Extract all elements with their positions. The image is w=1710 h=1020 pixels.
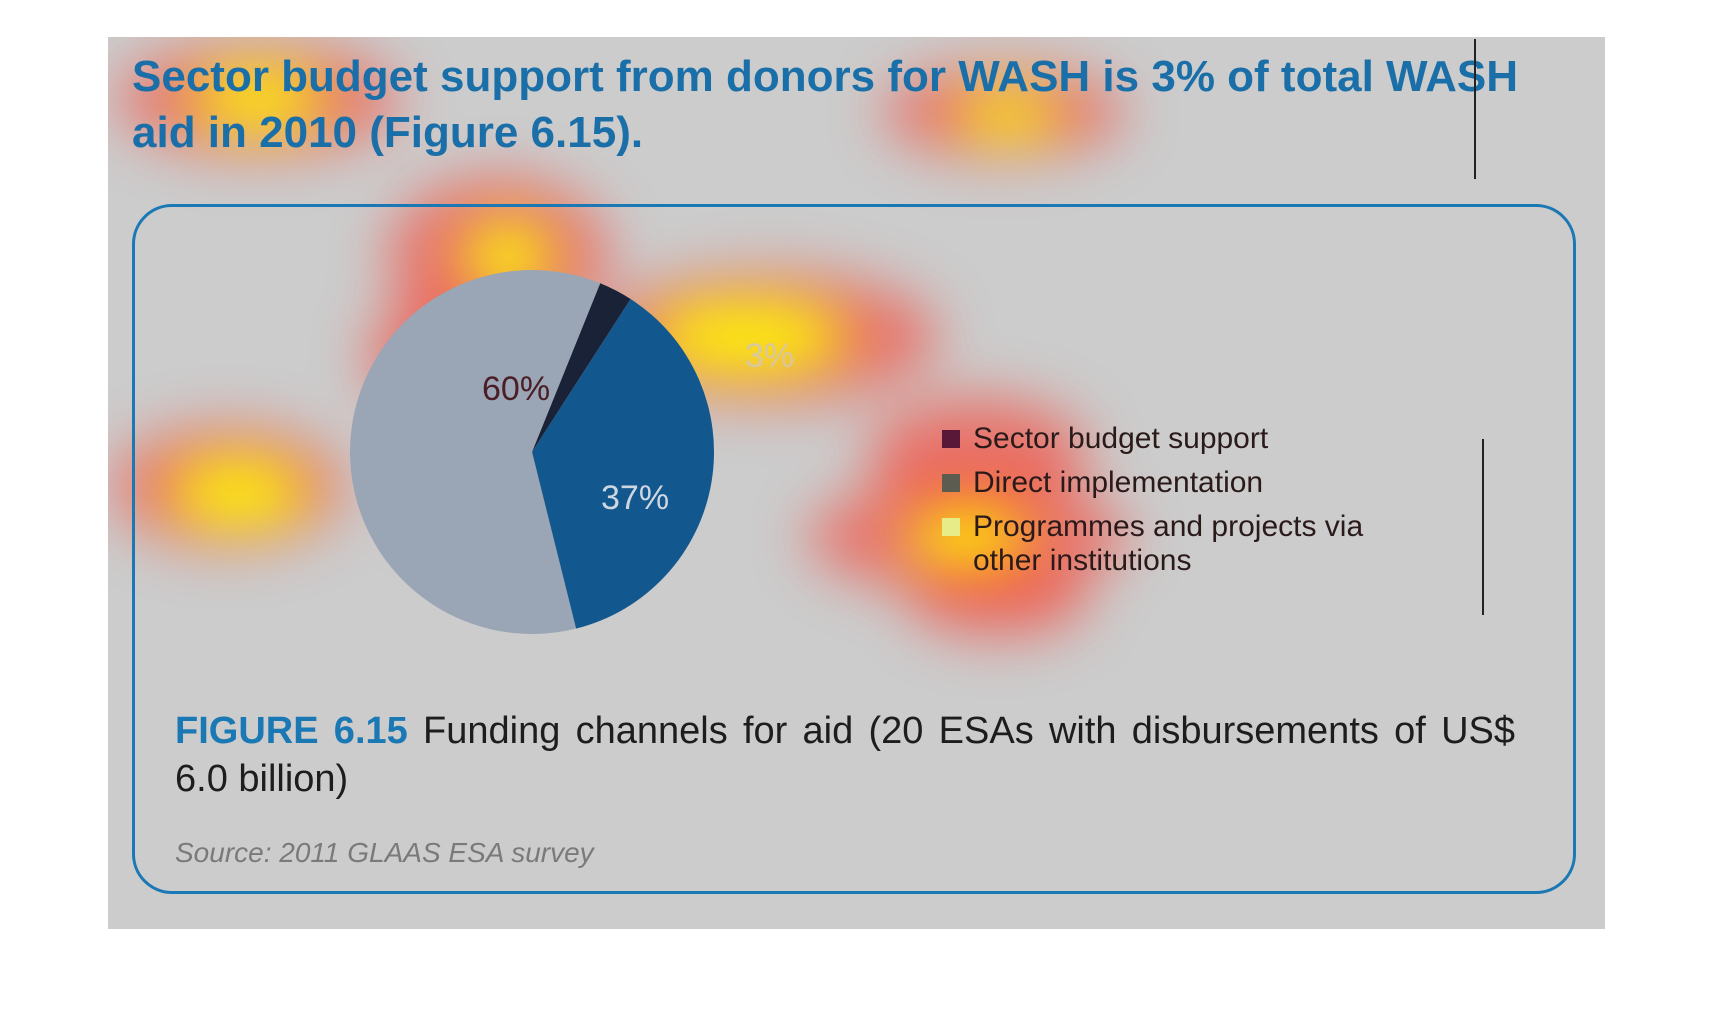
heatmap-blob [908, 557, 1088, 637]
heatmap-hotspot [648, 299, 848, 375]
pie-data-label: 60% [482, 370, 550, 408]
figure-caption-text: Funding channels for aid (20 ESAs with d… [175, 710, 1515, 800]
pie-data-label: 37% [601, 479, 669, 517]
chart-legend: Sector budget support Direct implementati… [942, 422, 1373, 588]
heatmap-hotspot [908, 507, 1028, 567]
pie-slice-1 [532, 299, 714, 629]
figure-caption: FIGURE 6.15 Funding channels for aid (20… [175, 707, 1515, 803]
heatmap-hotspot [953, 93, 1063, 137]
heatmap-hotspot [188, 69, 328, 129]
heatmap-hotspot [168, 457, 308, 527]
text-cursor-line [1482, 439, 1484, 615]
legend-item: Direct implementation [942, 466, 1373, 500]
legend-label: Direct implementation [973, 466, 1264, 499]
pie-slice-0 [532, 283, 631, 452]
heatmap-panel: Sector budget support from donors for WA… [108, 37, 1605, 929]
pie-slice-2 [350, 270, 601, 634]
figure-card: 3% 37% 60% Sector budget support Direct imp… [132, 204, 1576, 894]
legend-label: Sector budget support [973, 422, 1269, 455]
legend-swatch [942, 474, 960, 492]
legend-item: Sector budget support [942, 422, 1373, 456]
figure-number: FIGURE 6.15 [175, 710, 408, 752]
legend-swatch [942, 518, 960, 536]
legend-label: Programmes and projects via other instit… [973, 510, 1364, 577]
headline: Sector budget support from donors for WA… [132, 52, 1519, 157]
figure-source: Source: 2011 GLAAS ESA survey [175, 837, 594, 868]
text-cursor-line [1474, 39, 1476, 179]
legend-swatch [942, 430, 960, 448]
legend-item: Programmes and projects via other instit… [942, 510, 1373, 578]
pie-chart: 3% 37% 60% [350, 270, 794, 634]
pie-data-label: 3% [745, 337, 794, 375]
